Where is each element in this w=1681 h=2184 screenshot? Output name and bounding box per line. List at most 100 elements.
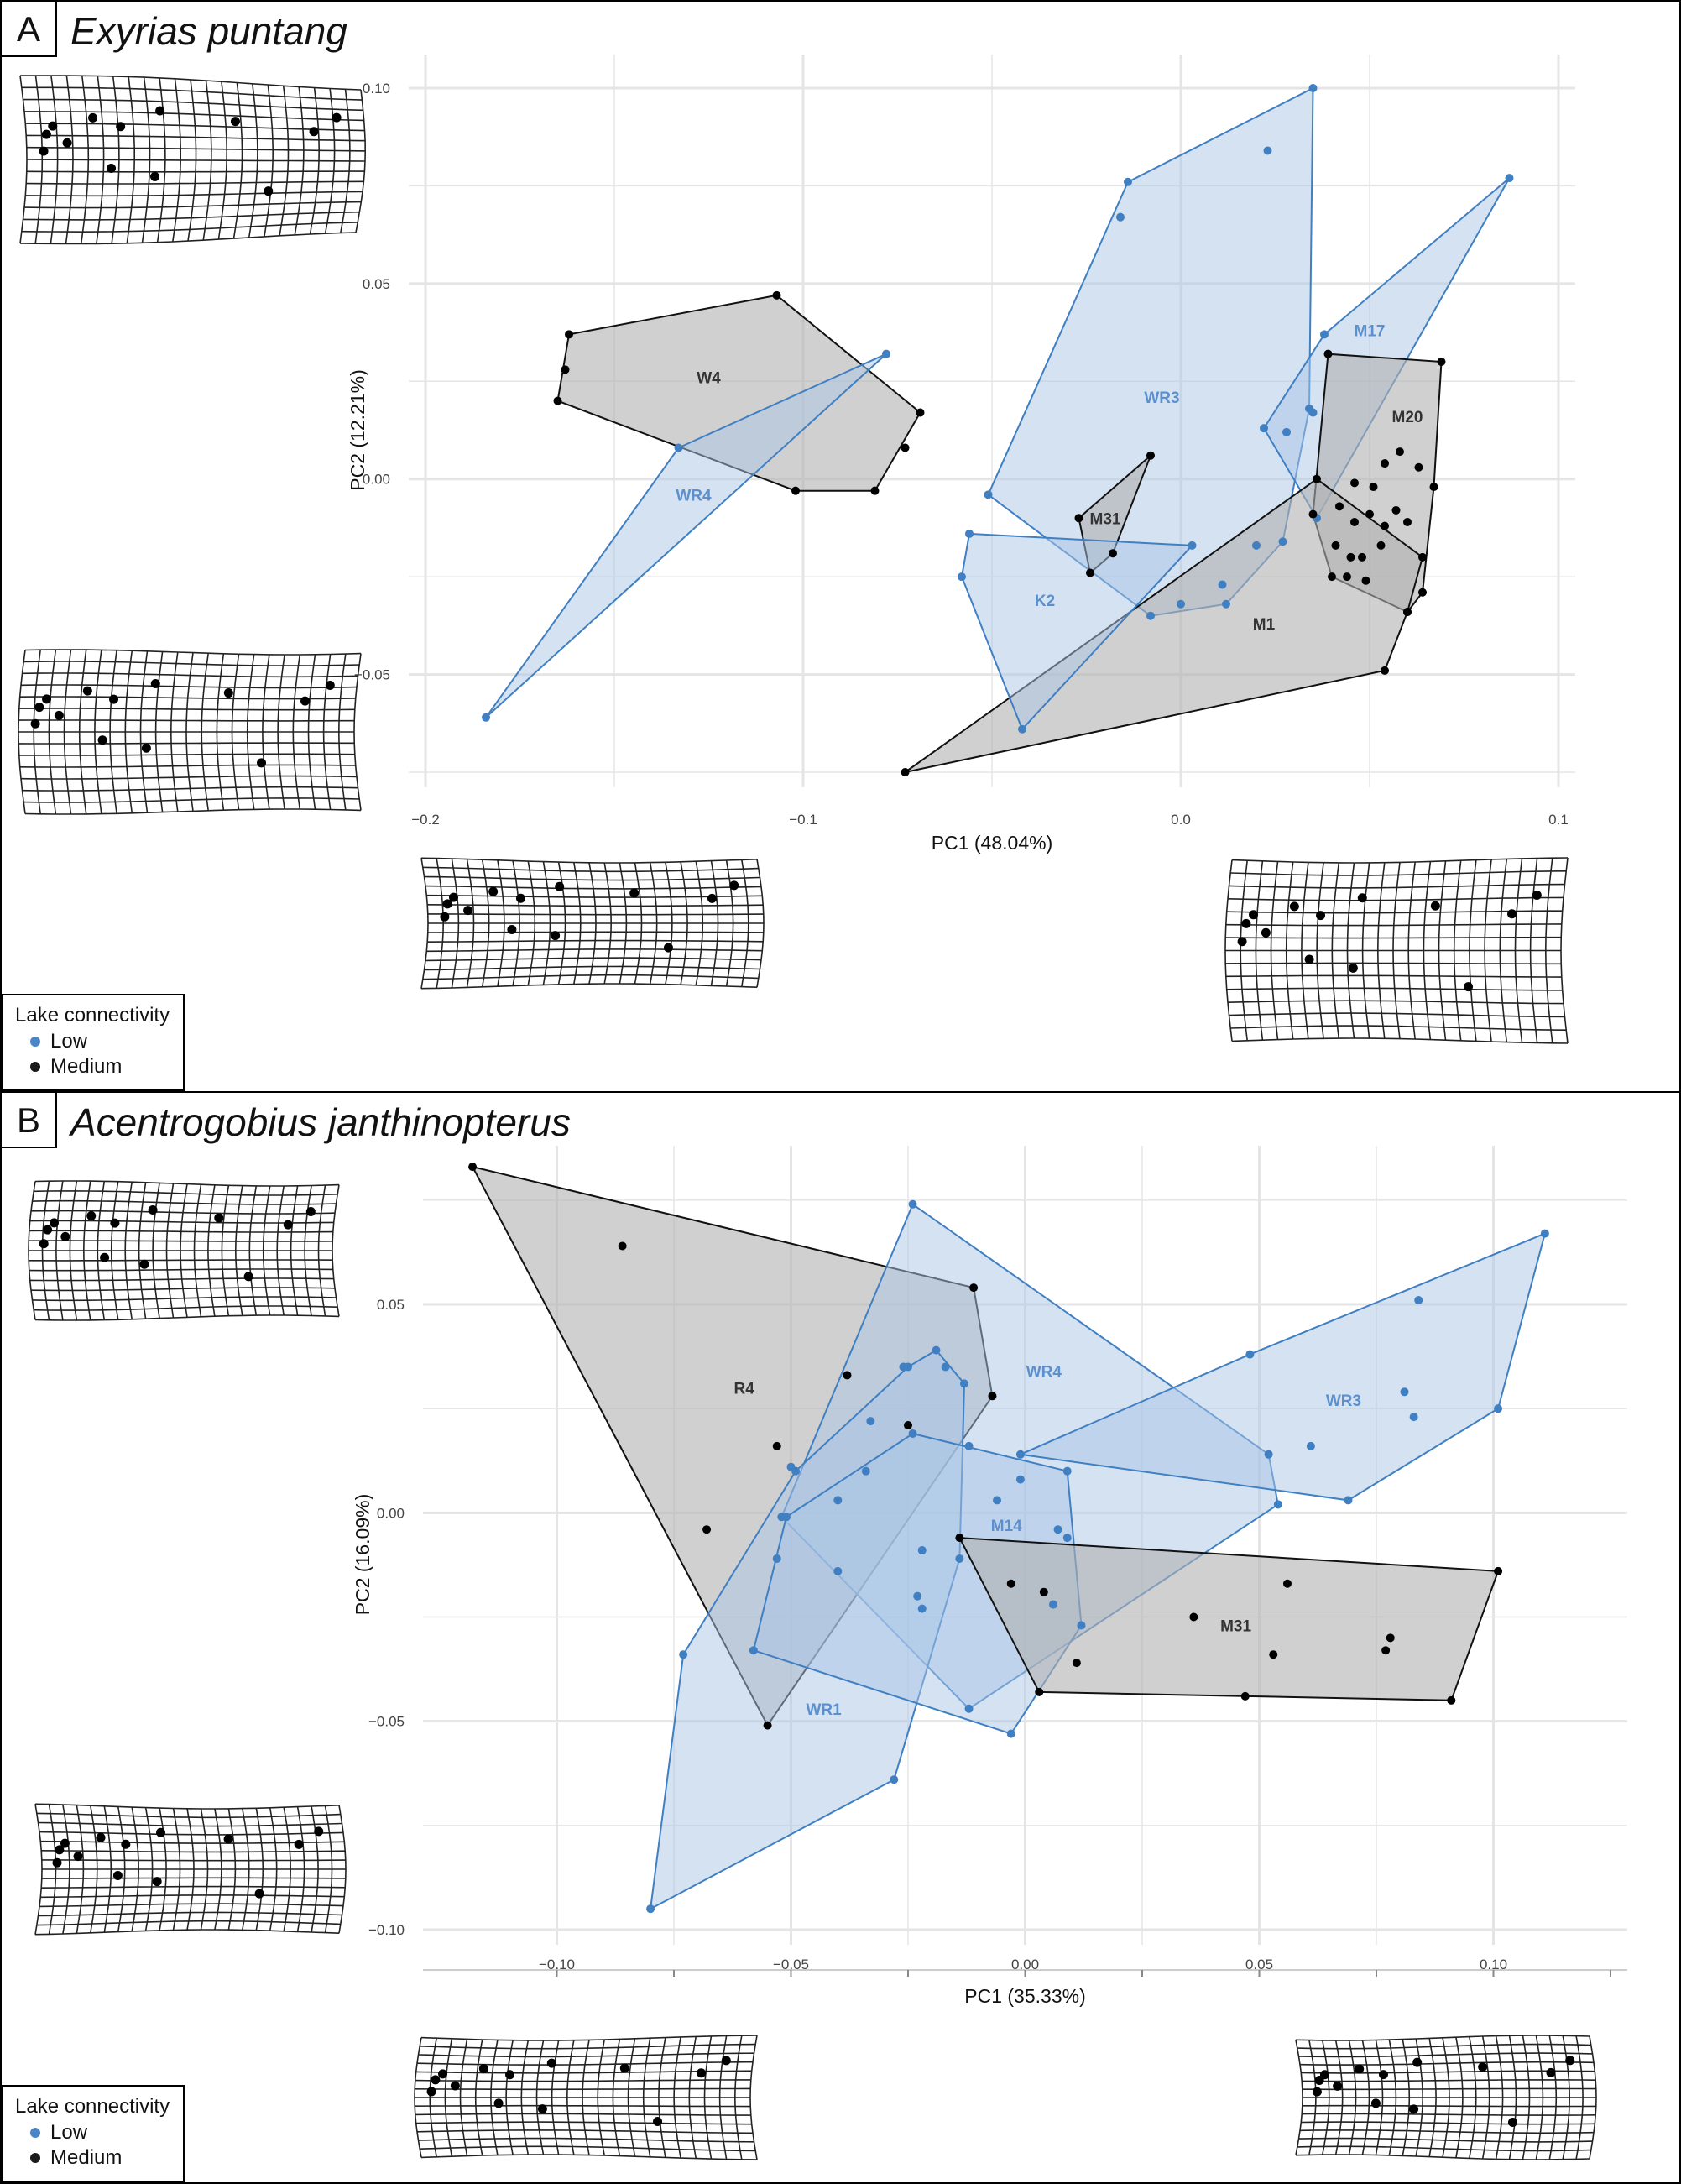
warp-grid-line	[322, 654, 332, 810]
landmark-dot	[1532, 890, 1542, 900]
panel-letter: A	[2, 2, 57, 57]
data-point-m31	[1381, 1646, 1391, 1655]
data-point-m31	[955, 1534, 964, 1543]
data-point-m31	[1386, 1633, 1395, 1643]
data-point-wr1	[917, 1546, 927, 1555]
warp-grid-glyph	[28, 1180, 340, 1321]
warp-grid-line	[1285, 861, 1294, 1040]
legend-label-medium: Medium	[50, 1055, 123, 1078]
warp-grid-line	[680, 861, 688, 985]
warp-grid-line	[1453, 860, 1462, 1041]
data-point-m14	[1015, 1475, 1025, 1484]
legend-swatch-low	[30, 1037, 40, 1047]
warp-grid-glyph	[1295, 2035, 1597, 2160]
data-point-m20	[1437, 358, 1446, 366]
group-label-m14: M14	[991, 1518, 1022, 1535]
data-point-w4	[791, 486, 800, 495]
warp-grid-line	[221, 1185, 230, 1316]
pca-chart-a: −0.2 −0.1 0.0 0.1 −0.05 0.00 0.05 0.10 PC1 (48.0…	[18, 55, 1575, 1044]
landmark-dot	[1412, 2057, 1423, 2067]
landmark-dot	[619, 2063, 629, 2073]
warp-grid-line	[28, 1181, 36, 1320]
landmark-dot	[283, 1220, 293, 1230]
warp-grid-line	[1469, 859, 1477, 1042]
landmark-dot	[537, 2104, 547, 2114]
warp-grid-glyph	[18, 649, 362, 815]
warp-grid-line	[1224, 859, 1233, 1042]
landmark-dot	[325, 680, 335, 690]
data-point-m31	[1072, 1659, 1081, 1668]
data-point-m31	[1189, 1612, 1198, 1622]
data-point-m17	[1308, 408, 1318, 417]
landmark-dot	[100, 1252, 110, 1262]
landmark-dot	[62, 138, 72, 148]
landmark-dot	[214, 1213, 224, 1223]
landmark-dot	[629, 888, 640, 898]
warp-grid-line	[1375, 2040, 1384, 2155]
pca-chart-b: −0.10 −0.05 0.00 0.05 0.10 −0.10 −0.05 0.00 0.05…	[28, 1146, 1627, 2160]
landmark-dot	[1241, 918, 1251, 928]
warp-grid-line	[1376, 862, 1386, 1039]
data-point-wr4	[833, 1496, 843, 1505]
warp-grid-line	[94, 650, 102, 814]
warp-grid-line	[1548, 2035, 1558, 2160]
landmark-dot	[729, 880, 739, 891]
warp-grid-line	[481, 859, 490, 987]
warp-grid-line	[1544, 858, 1553, 1043]
landmark-dot	[55, 1845, 65, 1855]
warp-grid-line	[255, 1808, 264, 1931]
landmark-dot	[254, 1889, 264, 1899]
warp-grid-glyph	[19, 75, 367, 245]
warp-grid-line	[527, 860, 536, 986]
warp-grid-line	[1231, 857, 1569, 864]
landmark-dot	[223, 1834, 233, 1844]
y-tick-label: 0.05	[363, 276, 390, 292]
data-point-wr3	[1263, 146, 1272, 155]
warp-grid-line	[1442, 2037, 1450, 2158]
warp-grid-line	[688, 2036, 697, 2159]
data-point-wr4	[772, 1554, 781, 1563]
group-label-r4: R4	[734, 1380, 755, 1398]
warp-grid-line	[232, 82, 243, 239]
data-point-wr1	[791, 1466, 801, 1476]
data-point-m20	[1361, 576, 1370, 585]
warp-grid-line	[78, 649, 87, 815]
data-point-m31	[1006, 1579, 1015, 1588]
warp-grid-line	[186, 1808, 195, 1931]
warp-grid-line	[355, 89, 367, 233]
data-point-wr1	[917, 1604, 927, 1613]
data-point-m20	[1418, 588, 1427, 597]
data-point-wr3	[1308, 84, 1318, 92]
warp-grid-line	[703, 2035, 713, 2160]
warp-grid-line	[505, 2040, 514, 2155]
landmark-dot	[450, 2081, 460, 2091]
warp-grid-line	[48, 649, 57, 815]
warp-grid-line	[154, 651, 164, 812]
data-point-wr1	[890, 1775, 899, 1784]
warp-grid-line	[231, 654, 240, 810]
landmark-dot	[1409, 2104, 1419, 2114]
data-point-wr4	[1273, 1500, 1282, 1509]
landmark-dot	[478, 2064, 488, 2074]
data-point-wr3	[1414, 1296, 1423, 1305]
x-tick-label: −0.05	[773, 1957, 809, 1972]
landmark-dot	[1357, 893, 1367, 903]
warp-grid-line	[126, 76, 135, 243]
landmark-dot	[60, 1838, 70, 1848]
landmark-dot	[148, 1205, 158, 1215]
data-point-w4	[901, 443, 910, 452]
data-point-r4	[904, 1421, 912, 1430]
landmark-dot	[156, 1827, 166, 1837]
landmark-dot	[1237, 937, 1247, 947]
warp-grid-line	[588, 862, 597, 985]
landmark-dot	[721, 2056, 731, 2066]
data-point-wr3	[1124, 177, 1132, 186]
warp-grid-line	[733, 2035, 743, 2160]
warp-grid-line	[1316, 862, 1324, 1039]
warp-grid-line	[80, 76, 90, 244]
warp-grid-line	[262, 1185, 271, 1316]
data-point-wr3	[1306, 1441, 1315, 1450]
panel-title: Acentrogobius janthinopterus	[70, 1100, 571, 1144]
warp-grid-line	[658, 2037, 666, 2158]
warp-grid-line	[50, 75, 59, 244]
